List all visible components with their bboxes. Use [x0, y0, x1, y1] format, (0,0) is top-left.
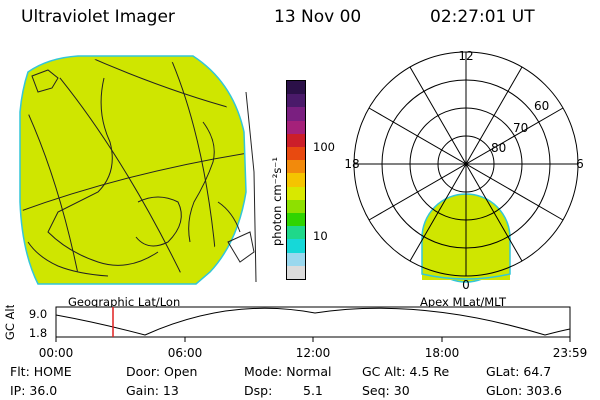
- info-seq: Seq: 30: [362, 383, 410, 398]
- info-flight: Flt: HOME: [10, 364, 72, 379]
- polar-mlat-mlt-plot: 12 18 6 0 60 70 80: [344, 49, 584, 292]
- info-gain: Gain: 13: [126, 383, 179, 398]
- colorbar-segment: [287, 199, 305, 214]
- info-ip: IP: 36.0: [10, 383, 58, 398]
- timeline-y-label: GC Alt: [3, 305, 17, 340]
- colorbar-segment: [287, 239, 305, 253]
- image-time: 02:27:01 UT: [430, 7, 535, 27]
- timeline-x-tick: 12:00: [296, 346, 331, 360]
- colorbar-segment: [287, 120, 305, 134]
- timeline-x-tick: 00:00: [39, 346, 74, 360]
- info-dsp-value: 5.1: [303, 383, 323, 398]
- timeline-x-tick: 23:59: [553, 346, 588, 360]
- colorbar-unit-label: photon cm⁻²s⁻¹: [270, 157, 284, 246]
- intensity-colorbar: [286, 80, 306, 280]
- right-panel-label: Apex MLat/MLT: [420, 295, 507, 309]
- mlat-label: 70: [513, 121, 528, 135]
- colorbar-tick-label: 10: [313, 229, 328, 243]
- info-glon: GLon: 303.6: [486, 383, 562, 398]
- coastline-outline: [227, 231, 255, 263]
- geographic-image-panel: [18, 54, 257, 285]
- image-date: 13 Nov 00: [274, 7, 362, 27]
- timeline-x-tick: 06:00: [168, 346, 203, 360]
- polar-axis: [409, 66, 523, 262]
- colorbar-segment: [287, 160, 305, 174]
- coastline-outline: [27, 69, 241, 277]
- image-title: Ultraviolet Imager: [21, 7, 175, 27]
- timeline-frame: [55, 306, 571, 338]
- timeline-y-tick: 9.0: [29, 307, 47, 321]
- info-dsp-label: Dsp:: [244, 383, 273, 398]
- mlat-label: 80: [491, 141, 506, 155]
- colorbar-segment: [287, 133, 305, 148]
- info-door: Door: Open: [126, 364, 198, 379]
- colorbar-tick-label: 100: [313, 140, 335, 154]
- colorbar-segment: [287, 265, 305, 279]
- colorbar-segment: [287, 226, 305, 240]
- colorbar-segment: [287, 252, 305, 266]
- colorbar-segment: [287, 186, 305, 200]
- mlt-label-left: 18: [344, 157, 359, 171]
- colorbar-segment: [287, 147, 305, 161]
- colorbar-segment: [287, 94, 305, 108]
- mlt-label-right: 6: [576, 157, 584, 171]
- altitude-curve: [55, 307, 571, 336]
- mlt-label-bottom: 0: [462, 278, 470, 292]
- info-glat: GLat: 64.7: [486, 364, 552, 379]
- timeline-y-tick: 1.8: [29, 326, 47, 340]
- coastline-outline: [245, 91, 257, 283]
- timeline-x-tick: 18:00: [425, 346, 460, 360]
- left-panel-label: Geographic Lat/Lon: [68, 295, 181, 309]
- uv-emission-disk: [19, 55, 247, 285]
- orbit-timeline: 9.0 1.8 GC Alt 00:00 06:00 12:00 18:00 2…: [3, 305, 588, 360]
- info-gc-alt: GC Alt: 4.5 Re: [362, 364, 450, 379]
- mlat-label: 60: [534, 99, 549, 113]
- mlt-label-top: 12: [458, 49, 473, 63]
- colorbar-segment: [287, 81, 305, 95]
- colorbar-segment: [287, 107, 305, 121]
- colorbar-segment: [287, 173, 305, 187]
- colorbar-segment: [287, 213, 305, 227]
- info-mode: Mode: Normal: [244, 364, 332, 379]
- graticule-line: [18, 151, 245, 213]
